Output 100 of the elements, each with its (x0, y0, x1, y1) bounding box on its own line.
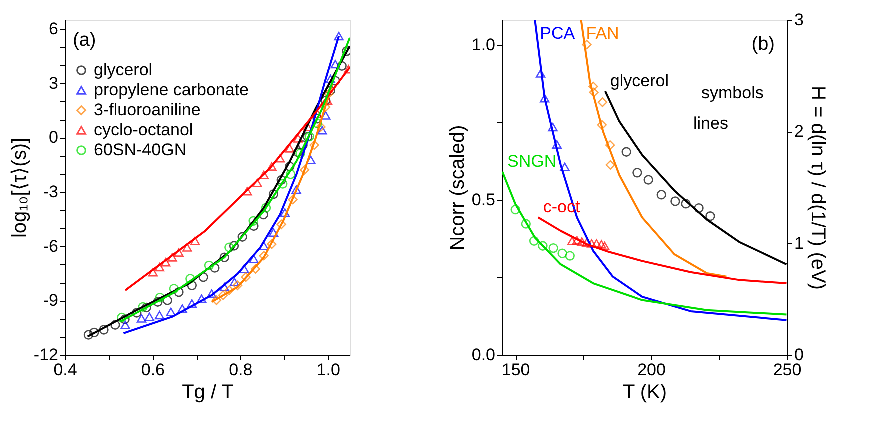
point (326, 86, 336, 96)
point (306, 156, 316, 164)
point (681, 199, 691, 209)
point (321, 111, 331, 120)
line-series (502, 170, 787, 316)
point (552, 140, 562, 149)
point (250, 264, 261, 274)
legend-label: cyclo-octanol (94, 120, 194, 140)
point (232, 280, 243, 290)
x-tick-label: 200 (638, 360, 666, 380)
annotation: symbols (702, 84, 764, 103)
point (577, 238, 587, 246)
point (285, 144, 295, 153)
point (644, 175, 654, 185)
point (268, 190, 279, 200)
point (597, 120, 607, 130)
point (144, 312, 154, 322)
point (166, 308, 176, 316)
point (321, 102, 331, 112)
point (224, 286, 234, 296)
x-axis-title: Tg / T (182, 382, 234, 404)
point (330, 60, 340, 69)
point (600, 242, 610, 250)
point (153, 297, 163, 307)
point (548, 123, 558, 132)
point (656, 190, 666, 200)
point (510, 205, 520, 215)
series-label: PCA (540, 24, 576, 43)
point (168, 253, 178, 262)
y-axis-title: Ncorr (scaled) (446, 125, 469, 251)
y2-axis-title: H = d(ln τ) / d(1/T) (eV) (806, 86, 829, 290)
point (204, 260, 214, 271)
point (258, 210, 268, 220)
point (536, 69, 546, 78)
point (589, 88, 599, 98)
legend-label: 60SN-40GN (94, 140, 187, 160)
point (596, 240, 606, 249)
point (286, 170, 296, 180)
point (288, 194, 298, 205)
point (238, 232, 248, 242)
point (259, 170, 269, 180)
point (572, 236, 582, 245)
point (148, 268, 158, 277)
point (242, 187, 252, 196)
point (182, 243, 192, 252)
point (529, 236, 540, 246)
point (276, 220, 286, 230)
point (632, 168, 642, 178)
point (84, 330, 94, 340)
point (136, 314, 147, 323)
point (605, 140, 616, 150)
point (706, 212, 716, 222)
point (296, 148, 306, 158)
point (207, 290, 217, 298)
point (267, 240, 277, 250)
point (275, 154, 286, 163)
point (588, 82, 598, 92)
point (337, 61, 347, 71)
y2-tick-label: 2 (794, 122, 804, 142)
point (229, 241, 240, 251)
x-tick-label: 0.8 (229, 360, 253, 380)
point (278, 179, 288, 189)
x-axis-title: T (K) (622, 382, 668, 404)
point (120, 314, 130, 324)
point (318, 126, 328, 135)
point (268, 228, 279, 238)
annotation: (a) (73, 30, 96, 51)
point (326, 74, 336, 84)
series-label: glycerol (610, 71, 670, 90)
point (154, 263, 165, 272)
legend-label: glycerol (94, 60, 153, 80)
point (190, 236, 200, 246)
point (310, 140, 320, 150)
point (592, 239, 602, 248)
point (230, 278, 240, 286)
point (252, 178, 262, 188)
point (334, 32, 344, 41)
point (285, 162, 295, 172)
point (132, 308, 142, 318)
y-tick-label: -9 (43, 291, 58, 310)
point (622, 147, 632, 157)
y-tick-label: 0.5 (472, 190, 496, 210)
point (154, 311, 165, 320)
annotation: lines (694, 114, 728, 133)
annotation: (b) (752, 34, 775, 55)
point (220, 283, 230, 292)
point (280, 208, 290, 218)
point (178, 304, 188, 314)
point (117, 312, 127, 323)
y-axis-title: log₁₀[⟨τ⟩(s)] (8, 138, 31, 238)
point (249, 254, 259, 264)
point (90, 328, 100, 338)
point (155, 292, 165, 303)
point (210, 263, 220, 273)
y-tick-label: 0 (49, 128, 58, 148)
point (587, 239, 597, 248)
point (187, 299, 197, 308)
point (212, 296, 222, 306)
point (324, 89, 334, 99)
point (174, 248, 184, 257)
